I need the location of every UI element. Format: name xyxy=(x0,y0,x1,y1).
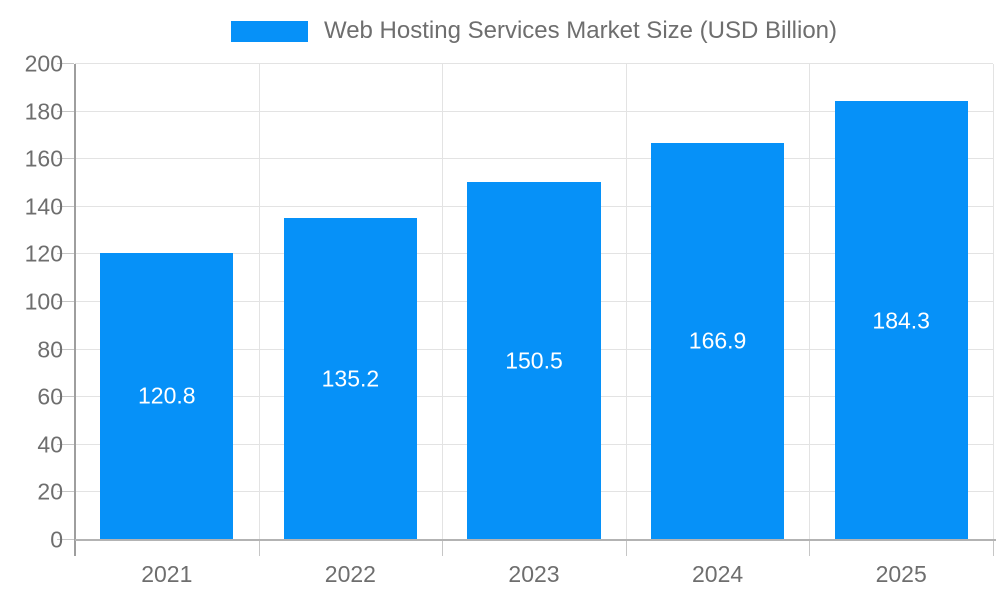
y-tick-label: 40 xyxy=(37,431,63,458)
x-axis-line xyxy=(75,539,996,541)
x-tick-mark xyxy=(993,540,994,556)
y-tick-label: 140 xyxy=(24,193,63,220)
legend-label: Web Hosting Services Market Size (USD Bi… xyxy=(323,17,838,44)
x-tick-mark xyxy=(809,540,811,556)
x-tick-label: 2024 xyxy=(692,561,744,587)
x-tick-mark xyxy=(625,540,627,556)
bar: 135.2 xyxy=(283,218,417,540)
chart-legend: Web Hosting Services Market Size (USD Bi… xyxy=(75,17,993,45)
y-tick-mark xyxy=(57,253,74,255)
x-tick-label: 2025 xyxy=(875,561,927,587)
y-tick-mark xyxy=(57,348,74,350)
bar-value-label: 166.9 xyxy=(688,327,747,354)
x-gridline xyxy=(442,64,444,540)
y-tick-mark xyxy=(57,110,74,112)
y-tick-mark xyxy=(57,539,74,540)
y-tick-label: 80 xyxy=(37,336,63,363)
y-tick-label: 60 xyxy=(37,383,63,410)
x-tick-mark xyxy=(258,540,260,556)
bar-value-label: 120.8 xyxy=(138,382,196,409)
bar: 120.8 xyxy=(100,252,234,540)
x-gridline xyxy=(809,64,811,540)
y-tick-label: 200 xyxy=(24,50,63,77)
y-tick-mark xyxy=(57,443,74,445)
bar-value-label: 150.5 xyxy=(505,347,563,374)
y-tick-mark xyxy=(57,301,74,302)
y-tick-label: 0 xyxy=(50,526,63,553)
bar: 166.9 xyxy=(651,142,785,540)
y-tick-label: 160 xyxy=(24,145,63,172)
bar-value-label: 184.3 xyxy=(872,307,930,334)
y-tick-mark xyxy=(57,205,74,207)
bar: 150.5 xyxy=(467,181,601,540)
y-tick-mark xyxy=(57,63,74,64)
x-gridline xyxy=(993,64,994,540)
x-tick-mark xyxy=(442,540,444,556)
bar: 184.3 xyxy=(834,101,968,540)
bar-value-label: 135.2 xyxy=(321,365,380,392)
y-tick-label: 100 xyxy=(24,288,63,315)
x-tick-label: 2022 xyxy=(324,561,376,587)
y-gridline xyxy=(75,110,993,112)
x-tick-label: 2023 xyxy=(508,561,560,587)
y-axis-line xyxy=(74,64,76,556)
x-gridline xyxy=(625,64,627,540)
y-tick-label: 120 xyxy=(24,240,63,267)
y-tick-label: 180 xyxy=(24,98,63,125)
x-gridline xyxy=(258,64,260,540)
plot-area: 0 20 40 60 80 100 120 140 160 180 200 120.8 135.2 150… xyxy=(25,51,996,587)
y-tick-label: 20 xyxy=(37,478,63,505)
y-tick-mark xyxy=(57,396,74,398)
y-tick-mark xyxy=(57,491,74,493)
x-tick-label: 2021 xyxy=(141,561,193,587)
y-gridline xyxy=(75,63,993,64)
y-tick-mark xyxy=(57,158,74,160)
y-gridline xyxy=(75,158,993,160)
legend-swatch xyxy=(230,20,308,42)
